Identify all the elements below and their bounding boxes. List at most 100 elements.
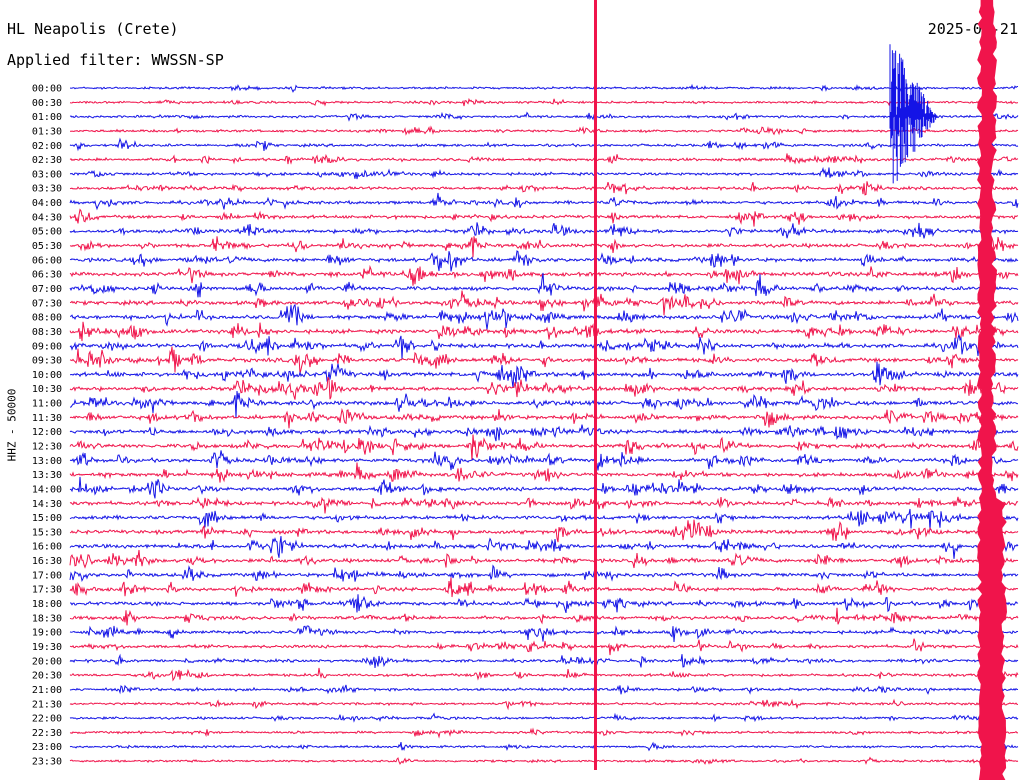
time-tick-label: 17:30 [32,585,62,596]
trace-group [69,83,1019,767]
time-tick-label: 07:00 [32,284,62,295]
time-tick-label: 03:00 [32,169,62,180]
trace-row [69,508,1019,531]
trace-row [69,321,1019,342]
time-tick-label: 08:00 [32,313,62,324]
time-tick-label: 10:00 [32,370,62,381]
time-tick-label: 20:00 [32,656,62,667]
trace-row [69,376,1019,400]
time-tick-label: 14:00 [32,484,62,495]
trace-row [69,264,1019,286]
time-tick-label: 01:00 [32,112,62,123]
time-tick-label: 06:30 [32,270,62,281]
trace-row [69,407,1019,429]
trace-row [69,290,1019,316]
trace-row [69,192,1019,211]
time-tick-label: 01:30 [32,126,62,137]
time-tick-label: 20:30 [32,671,62,682]
time-tick-label: 15:30 [32,527,62,538]
time-tick-label: 07:30 [32,298,62,309]
trace-row [69,334,1019,360]
time-tick-label: 11:00 [32,399,62,410]
time-tick-label: 23:00 [32,742,62,753]
trace-row [69,111,1019,122]
time-tick-label: 05:00 [32,227,62,238]
time-tick-label: 13:30 [32,470,62,481]
time-tick-label: 21:30 [32,699,62,710]
time-tick-label: 08:30 [32,327,62,338]
time-tick-label: 12:00 [32,427,62,438]
trace-row [69,564,1019,583]
trace-row [69,577,1019,598]
trace-row [69,222,1019,239]
time-tick-label: 22:30 [32,728,62,739]
trace-row [69,638,1019,656]
time-tick-label: 00:00 [32,84,62,95]
time-tick-label: 06:00 [32,255,62,266]
time-tick-label: 11:30 [32,413,62,424]
trace-row [69,712,1019,723]
trace-row [69,390,1019,418]
trace-row [70,594,1019,614]
trace-row [69,181,1019,196]
time-tick-label: 09:30 [32,356,62,367]
event-spike [594,0,597,770]
trace-row [69,450,1019,471]
time-tick-label: 18:30 [32,613,62,624]
trace-row [69,741,1019,752]
trace-row [70,303,1019,330]
time-tick-label: 10:30 [32,384,62,395]
time-tick-label: 00:30 [32,98,62,109]
trace-row [69,346,1019,374]
trace-row [69,698,1018,711]
trace-row [69,250,1019,272]
trace-row [69,153,1019,165]
trace-row [69,519,1019,543]
trace-row [69,234,1019,258]
trace-row [70,125,1019,136]
trace-row [69,607,1019,626]
trace-row [69,476,1019,499]
station-title: HL Neapolis (Crete) [7,20,179,38]
trace-row [69,549,1019,569]
trace-row [69,667,1019,682]
time-tick-label: 16:00 [32,542,62,553]
trace-row [69,137,1019,152]
trace-row [69,727,1019,739]
trace-row [69,496,1019,514]
trace-row [69,536,1019,559]
event-group [594,0,1007,780]
time-labels: 00:00 00:30 01:00 01:30 02:00 02:30 03:00 03:30… [32,84,62,768]
time-tick-label: 04:30 [32,212,62,223]
time-tick-label: 19:30 [32,642,62,653]
time-tick-label: 13:00 [32,456,62,467]
trace-row [69,625,1019,643]
time-tick-label: 03:30 [32,184,62,195]
time-tick-label: 12:30 [32,442,62,453]
time-tick-label: 04:00 [32,198,62,209]
event-burst [889,44,938,184]
trace-row [69,272,1019,298]
trace-row [69,208,1018,227]
time-tick-label: 17:00 [32,570,62,581]
time-tick-label: 15:00 [32,513,62,524]
trace-row [69,97,1019,107]
time-tick-label: 18:00 [32,599,62,610]
filter-label: Applied filter: WWSSN-SP [7,51,224,69]
time-tick-label: 16:30 [32,556,62,567]
time-tick-label: 19:00 [32,628,62,639]
trace-row [69,424,1019,442]
trace-row [69,434,1019,461]
trace-row [69,361,1019,389]
trace-row [69,462,1019,483]
trace-row [70,83,1019,93]
time-tick-label: 23:30 [32,757,62,768]
time-tick-label: 02:00 [32,141,62,152]
time-tick-label: 02:30 [32,155,62,166]
trace-row [69,684,1019,695]
time-tick-label: 22:00 [32,714,62,725]
trace-row [69,756,1019,767]
trace-row [69,653,1019,669]
